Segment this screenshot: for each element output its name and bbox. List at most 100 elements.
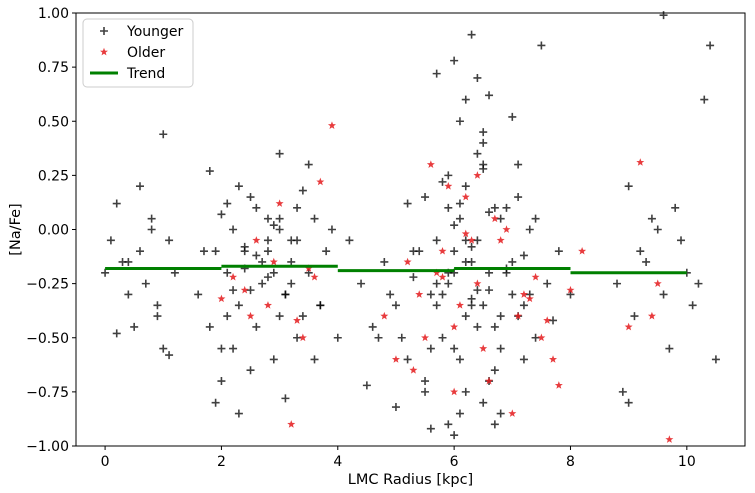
younger-point [374, 333, 383, 342]
younger-point [432, 69, 441, 78]
older-point [293, 316, 302, 324]
younger-point [217, 377, 226, 386]
younger-point [432, 301, 441, 310]
older-point [421, 333, 430, 342]
older-point [624, 322, 633, 331]
younger-point [217, 344, 226, 353]
older-point [490, 214, 499, 223]
younger-point [508, 290, 517, 299]
younger-point [159, 344, 168, 353]
older-point [455, 301, 464, 309]
y-tick-label: 1.00 [38, 6, 69, 22]
younger-point [455, 199, 464, 208]
older-point [543, 316, 552, 324]
younger-point [485, 268, 494, 277]
legend: Younger Older Trend [82, 18, 194, 88]
younger-point [293, 333, 302, 342]
younger-point [473, 286, 482, 295]
older-point [485, 376, 494, 385]
younger-point [461, 95, 470, 104]
younger-point [694, 279, 703, 288]
axes: 0 2 4 6 8 10 −1.00 −0.75 −0.50 −0.25 0.00 0.25 0.50 0… [26, 6, 696, 470]
older-point [578, 246, 587, 255]
older-point [316, 177, 325, 186]
younger-point [135, 247, 144, 256]
younger-point [124, 257, 133, 266]
older-point [537, 333, 546, 342]
younger-point [293, 236, 302, 245]
younger-point [258, 257, 267, 266]
older-point [566, 285, 575, 294]
legend-older-marker [100, 47, 108, 56]
younger-point [630, 312, 639, 321]
younger-point [671, 203, 680, 212]
x-tick-label: 2 [217, 454, 226, 470]
younger-point [194, 290, 203, 299]
younger-point [455, 214, 464, 223]
older-point [426, 160, 435, 168]
younger-point [153, 301, 162, 310]
younger-point [519, 301, 528, 310]
younger-point [357, 279, 366, 288]
younger-point [263, 247, 272, 256]
younger-point [345, 236, 354, 245]
younger-point [124, 290, 133, 299]
younger-point [467, 242, 476, 251]
younger-point [444, 171, 453, 180]
younger-point [450, 344, 459, 353]
y-tick-label: 0.00 [38, 223, 69, 239]
younger-point [205, 322, 214, 331]
younger-point [234, 182, 243, 191]
younger-point [281, 394, 290, 403]
younger-point [519, 251, 528, 260]
younger-point [688, 301, 697, 310]
younger-point [467, 294, 476, 303]
younger-point [397, 333, 406, 342]
younger-point [659, 290, 668, 299]
younger-point [508, 112, 517, 121]
younger-point [444, 279, 453, 288]
younger-point [112, 199, 121, 208]
younger-point [223, 268, 232, 277]
older-point [240, 285, 249, 294]
younger-point [519, 355, 528, 364]
younger-point [159, 130, 168, 139]
younger-point [403, 199, 412, 208]
older-point [327, 121, 336, 129]
younger-point [298, 186, 307, 195]
older-point [479, 344, 488, 352]
younger-point [426, 290, 435, 299]
older-point [444, 182, 453, 190]
younger-point [229, 286, 238, 295]
younger-point [293, 203, 302, 212]
older-point [502, 225, 511, 233]
younger-point [240, 242, 249, 251]
younger-point [246, 366, 255, 375]
y-tick-label: −1.00 [26, 439, 69, 455]
younger-point [386, 290, 395, 299]
older-point [246, 311, 255, 320]
younger-point [473, 73, 482, 82]
younger-point [461, 182, 470, 191]
y-tick-label: −0.25 [26, 277, 69, 293]
y-axis-label: [Na/Fe] [8, 203, 24, 255]
younger-point [455, 409, 464, 418]
younger-point [304, 160, 313, 169]
younger-point [438, 333, 447, 342]
younger-point [258, 279, 267, 288]
younger-point [485, 91, 494, 100]
x-tick-label: 4 [333, 454, 342, 470]
younger-point [653, 225, 662, 234]
older-point [531, 272, 540, 281]
younger-point [421, 377, 430, 386]
younger-point [252, 251, 261, 260]
older-point [217, 294, 226, 303]
younger-point [706, 41, 715, 50]
younger-point [461, 257, 470, 266]
x-tick-label: 0 [101, 454, 110, 470]
younger-point [275, 214, 284, 223]
legend-label-younger: Younger [126, 24, 184, 40]
older-point [409, 366, 418, 374]
younger-point [246, 193, 255, 202]
